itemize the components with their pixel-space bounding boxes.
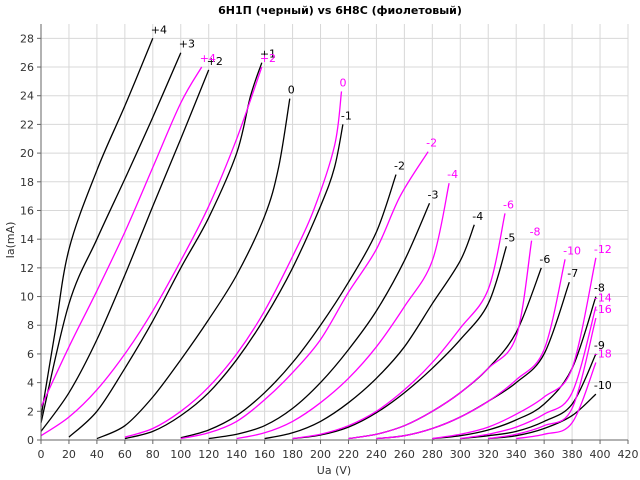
series-line-black xyxy=(124,124,344,440)
y-tick-label: 14 xyxy=(20,233,34,246)
series-label: 0 xyxy=(288,84,295,97)
series-label: -5 xyxy=(504,231,515,244)
x-tick-label: 260 xyxy=(394,448,415,461)
y-tick-label: 26 xyxy=(20,61,34,74)
series-line-black xyxy=(292,246,508,440)
series-label: -4 xyxy=(447,168,458,181)
series-line-purple xyxy=(460,306,597,440)
series-label: +2 xyxy=(260,52,276,65)
y-tick-label: 10 xyxy=(20,291,34,304)
series-label: -16 xyxy=(594,303,612,316)
series-label: -10 xyxy=(594,379,612,392)
series-label: +1 xyxy=(260,48,276,61)
x-tick-label: 300 xyxy=(450,448,471,461)
y-tick-label: 24 xyxy=(20,90,34,103)
series-label: -1 xyxy=(341,109,352,122)
series-line-black xyxy=(264,224,475,440)
series-layer xyxy=(40,38,597,440)
x-tick-label: 420 xyxy=(618,448,639,461)
series-line-purple xyxy=(180,151,429,440)
series-line-purple xyxy=(516,362,597,440)
x-tick-label: 0 xyxy=(38,448,45,461)
series-label: -18 xyxy=(594,348,612,361)
series-line-purple xyxy=(124,91,343,438)
series-line-purple xyxy=(236,183,450,440)
series-line-black xyxy=(180,174,397,439)
y-tick-label: 2 xyxy=(27,405,34,418)
series-line-purple xyxy=(376,259,566,440)
series-line-purple xyxy=(432,257,597,440)
x-tick-label: 360 xyxy=(534,448,555,461)
x-tick-label: 40 xyxy=(90,448,104,461)
series-label: -2 xyxy=(394,160,405,173)
series-line-purple xyxy=(40,66,263,437)
x-tick-label: 160 xyxy=(254,448,275,461)
series-line-black xyxy=(40,52,182,423)
x-tick-label: 320 xyxy=(478,448,499,461)
series-line-black xyxy=(432,296,597,440)
series-line-black xyxy=(488,393,597,440)
series-label: -6 xyxy=(539,253,550,266)
x-tick-label: 200 xyxy=(310,448,331,461)
y-tick-label: 16 xyxy=(20,204,34,217)
x-tick-label: 140 xyxy=(226,448,247,461)
series-label: -6 xyxy=(503,198,514,211)
series-label: 0 xyxy=(339,76,346,89)
y-tick-label: 28 xyxy=(20,32,34,45)
series-label: -12 xyxy=(594,243,612,256)
y-tick-label: 20 xyxy=(20,147,34,160)
axes: 0 20 40 60 80 100 120 140 160 180 200 220 240 260 280 3… xyxy=(20,24,639,461)
series-line-black xyxy=(208,203,431,440)
x-tick-label: 220 xyxy=(338,448,359,461)
series-label: +4 xyxy=(200,52,216,65)
curve-labels: +4+3+2+10-1-2-3-4-5-6-7-8-9-10+4 +20-2-4-… xyxy=(151,23,612,392)
y-tick-label: 18 xyxy=(20,176,34,189)
series-label: +3 xyxy=(179,38,195,51)
x-tick-label: 380 xyxy=(562,448,583,461)
series-label: -9 xyxy=(594,339,605,352)
x-tick-label: 180 xyxy=(282,448,303,461)
series-line-purple xyxy=(40,66,203,408)
x-tick-label: 120 xyxy=(198,448,219,461)
x-tick-label: 80 xyxy=(146,448,160,461)
x-tick-label: 400 xyxy=(590,448,611,461)
series-label: -8 xyxy=(594,282,605,295)
series-label: -7 xyxy=(567,267,578,280)
series-line-black xyxy=(96,98,291,440)
series-line-black xyxy=(40,69,210,432)
y-tick-label: 22 xyxy=(20,118,34,131)
series-label: -10 xyxy=(563,244,581,257)
series-label: +2 xyxy=(207,55,223,68)
series-line-black xyxy=(348,267,542,440)
x-tick-label: 280 xyxy=(422,448,443,461)
series-line-purple xyxy=(348,240,533,440)
x-tick-label: 60 xyxy=(118,448,132,461)
y-tick-label: 12 xyxy=(20,262,34,275)
chart-title: 6Н1П (черный) vs 6Н8С (фиолетовый) xyxy=(218,4,462,17)
x-axis-label: Ua (V) xyxy=(317,464,351,477)
y-tick-label: 4 xyxy=(27,377,34,390)
series-label: -3 xyxy=(428,188,439,201)
x-tick-label: 20 xyxy=(62,448,76,461)
series-line-black xyxy=(40,38,154,418)
series-line-purple xyxy=(292,213,506,440)
x-tick-label: 340 xyxy=(506,448,527,461)
series-label: -14 xyxy=(594,292,612,305)
series-line-purple xyxy=(488,317,597,440)
x-tick-label: 240 xyxy=(366,448,387,461)
series-label: -4 xyxy=(472,210,483,223)
y-axis-label: Ia(mA) xyxy=(4,222,17,259)
series-label: +4 xyxy=(151,23,167,36)
series-label: -8 xyxy=(530,226,541,239)
series-line-black xyxy=(460,353,597,440)
series-label: -2 xyxy=(426,137,437,150)
y-tick-label: 6 xyxy=(27,348,34,361)
y-tick-label: 8 xyxy=(27,319,34,332)
x-tick-label: 100 xyxy=(170,448,191,461)
y-tick-label: 0 xyxy=(27,434,34,447)
